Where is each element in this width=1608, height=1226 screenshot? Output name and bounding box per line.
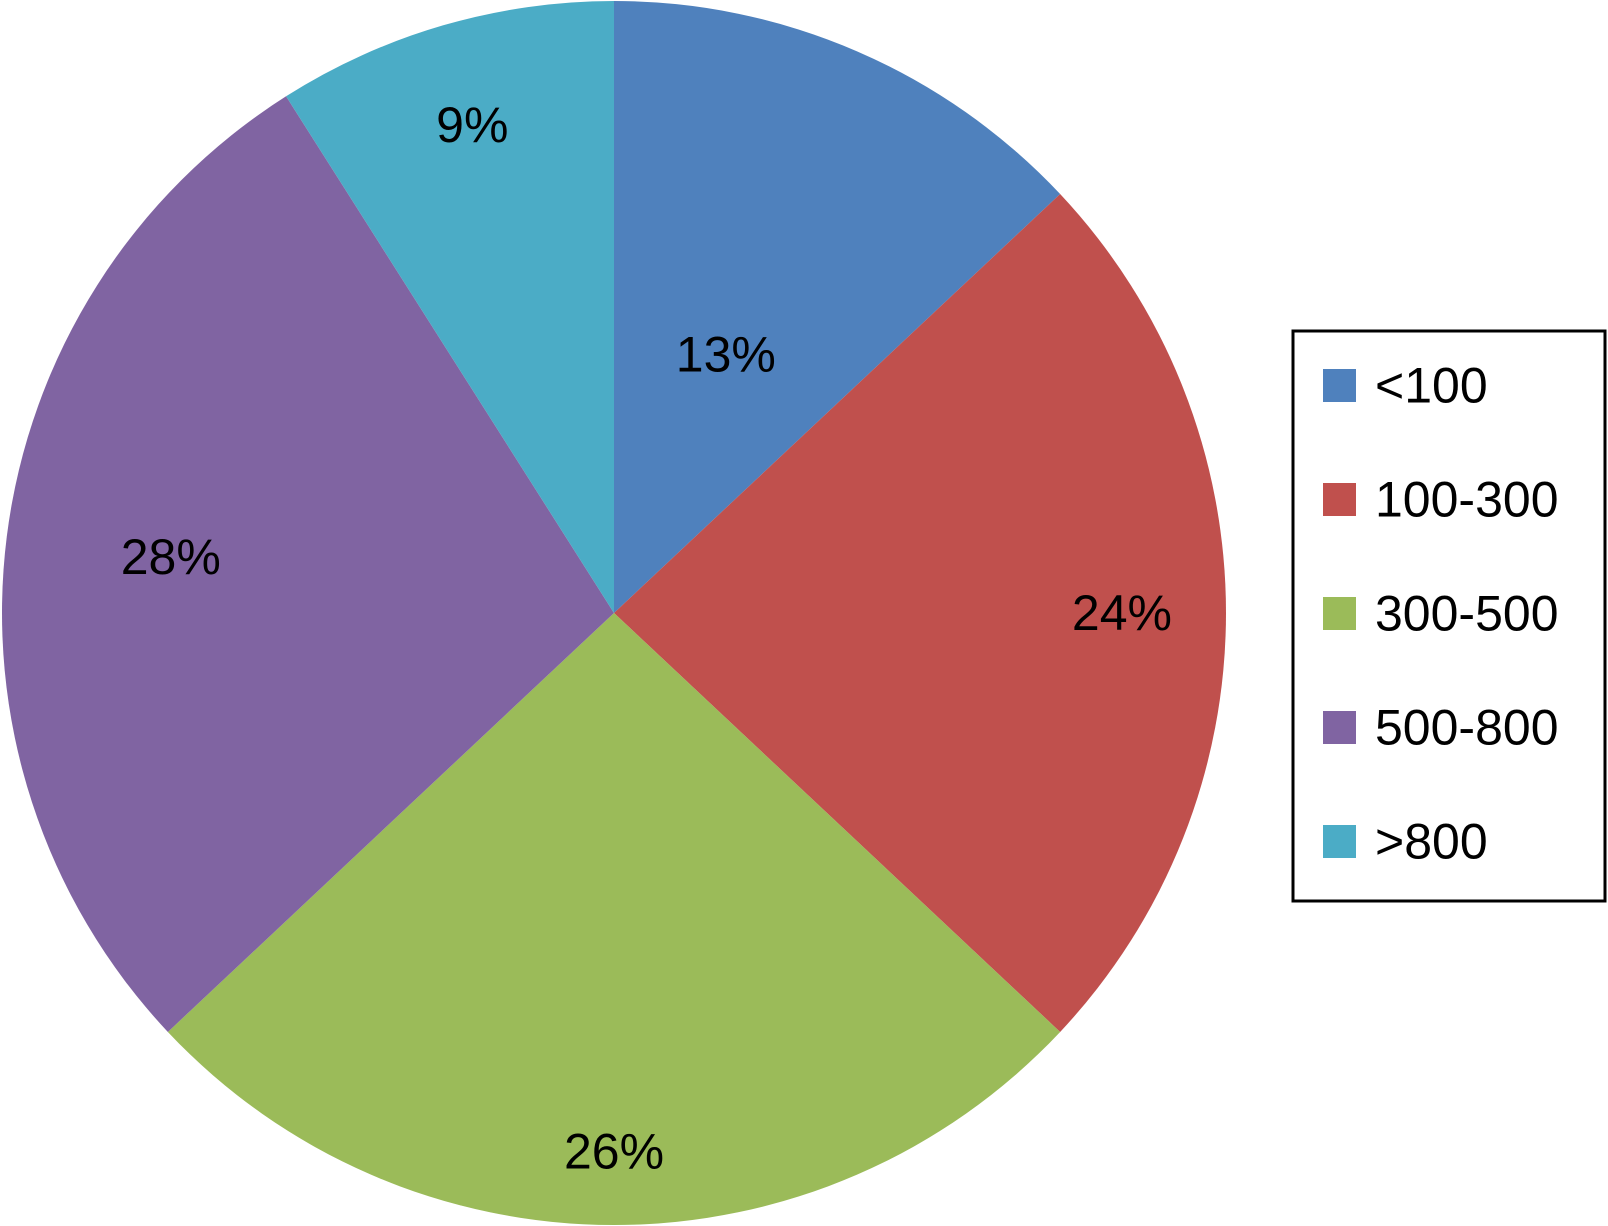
pie-slice-5 [286,1,614,613]
legend-swatch-4 [1323,711,1356,744]
legend-swatch-1 [1323,369,1356,402]
slice-label-4: 28% [121,529,221,585]
legend-label-3: 300-500 [1375,586,1559,642]
legend-swatch-2 [1323,483,1356,516]
legend-label-2: 100-300 [1375,472,1559,528]
slice-label-3: 26% [564,1124,664,1180]
legend-label-4: 500-800 [1375,700,1559,756]
legend-swatch-3 [1323,597,1356,630]
pie-slice-3 [167,613,1061,1225]
legend-items: <100 100-300 300-500 500-800 >800 [1323,358,1559,870]
slice-label-1: 13% [676,327,776,383]
slice-label-5: 9% [436,97,508,153]
legend-swatch-5 [1323,825,1356,858]
slice-label-2: 24% [1072,585,1172,641]
pie-slice-labels: 13% 24% 26% 28% 9% [121,97,1172,1179]
pie-slices [1,1,1226,1225]
pie-slice-4 [1,96,614,1032]
legend-label-1: <100 [1375,358,1488,414]
pie-slice-1 [614,1,1061,613]
pie-slice-2 [614,194,1226,1032]
legend-label-5: >800 [1375,814,1488,870]
legend: <100 100-300 300-500 500-800 >800 [1291,329,1607,903]
